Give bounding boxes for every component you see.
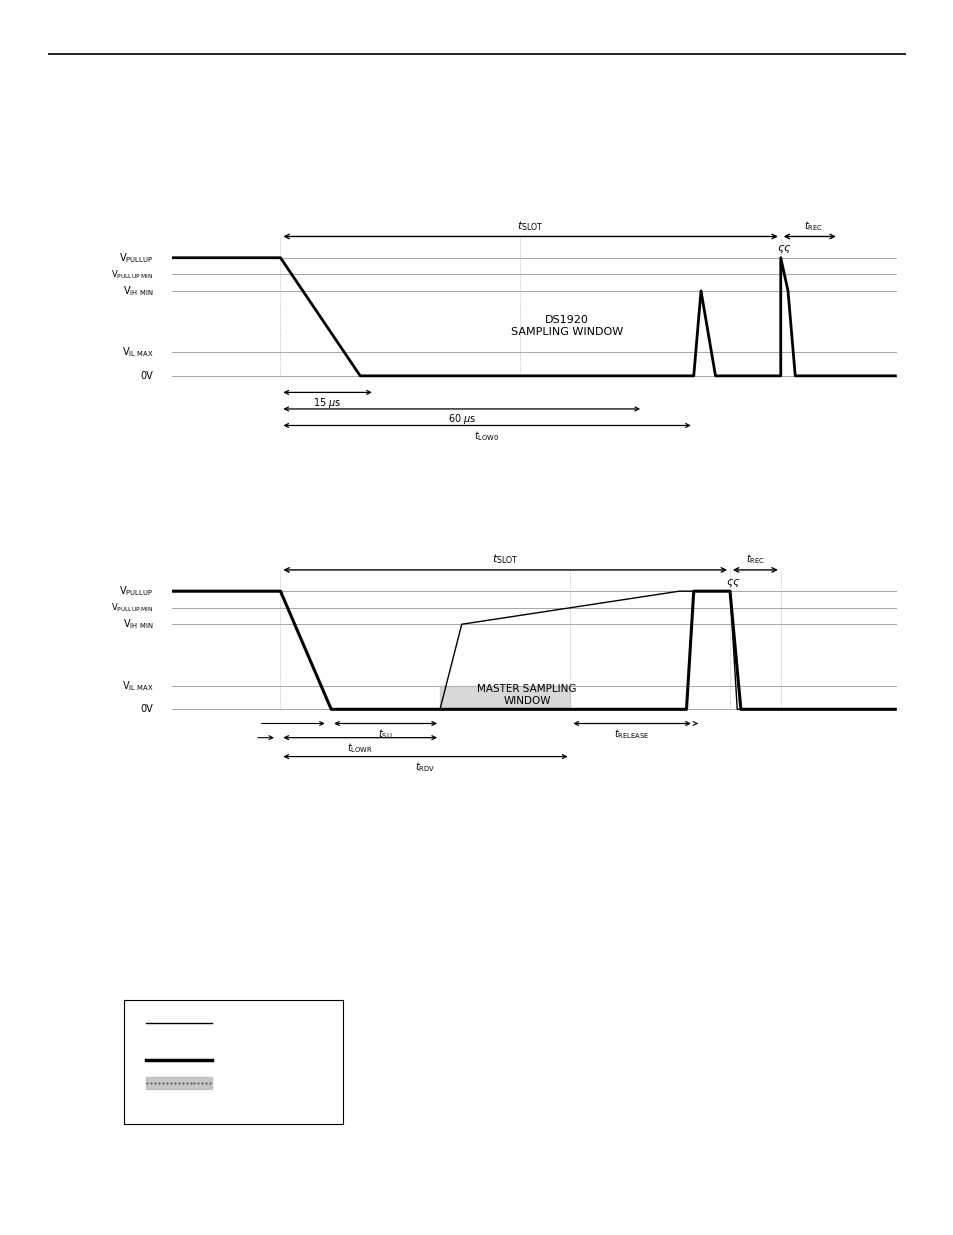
Text: $t_{\rm REC}$: $t_{\rm REC}$ <box>745 552 764 567</box>
Text: $\varsigma\varsigma$: $\varsigma\varsigma$ <box>725 577 740 589</box>
Text: MASTER SAMPLING
WINDOW: MASTER SAMPLING WINDOW <box>476 684 577 706</box>
Text: DS1920
SAMPLING WINDOW: DS1920 SAMPLING WINDOW <box>510 315 622 337</box>
Text: $t_{\rm RDV}$: $t_{\rm RDV}$ <box>415 760 436 774</box>
Text: V$_{\mathrm{PULLUP\ MIN}}$: V$_{\mathrm{PULLUP\ MIN}}$ <box>111 268 153 280</box>
Text: $t_{\rm RELEASE}$: $t_{\rm RELEASE}$ <box>614 727 649 741</box>
Text: $t_{\rm SLOT}$: $t_{\rm SLOT}$ <box>517 219 543 233</box>
Text: $15\ \mu\rm s$: $15\ \mu\rm s$ <box>313 396 341 410</box>
Text: V$_{\mathrm{IL\ MAX}}$: V$_{\mathrm{IL\ MAX}}$ <box>122 346 153 359</box>
Text: V$_{\mathrm{IH\ MIN}}$: V$_{\mathrm{IH\ MIN}}$ <box>123 618 153 631</box>
Text: 0V: 0V <box>141 704 153 714</box>
Text: 0V: 0V <box>141 370 153 380</box>
Text: $60\ \mu\rm s$: $60\ \mu\rm s$ <box>447 412 476 426</box>
Text: $t_{\rm LOWR}$: $t_{\rm LOWR}$ <box>347 741 373 755</box>
Text: $t_{\rm SLOT}$: $t_{\rm SLOT}$ <box>492 552 517 567</box>
Text: V$_{\mathrm{IH\ MIN}}$: V$_{\mathrm{IH\ MIN}}$ <box>123 284 153 298</box>
Text: $t_{\rm REC}$: $t_{\rm REC}$ <box>803 219 822 233</box>
Text: V$_{\mathrm{PULLUP\ MIN}}$: V$_{\mathrm{PULLUP\ MIN}}$ <box>111 601 153 614</box>
Text: $t_{\rm LOW0}$: $t_{\rm LOW0}$ <box>474 429 499 443</box>
Text: V$_{\mathrm{IL\ MAX}}$: V$_{\mathrm{IL\ MAX}}$ <box>122 679 153 693</box>
Text: $t_{\rm SU}$: $t_{\rm SU}$ <box>378 727 393 741</box>
Text: V$_{\mathrm{PULLUP}}$: V$_{\mathrm{PULLUP}}$ <box>119 584 153 598</box>
Text: $\varsigma\varsigma$: $\varsigma\varsigma$ <box>776 243 791 256</box>
Text: V$_{\mathrm{PULLUP}}$: V$_{\mathrm{PULLUP}}$ <box>119 251 153 264</box>
